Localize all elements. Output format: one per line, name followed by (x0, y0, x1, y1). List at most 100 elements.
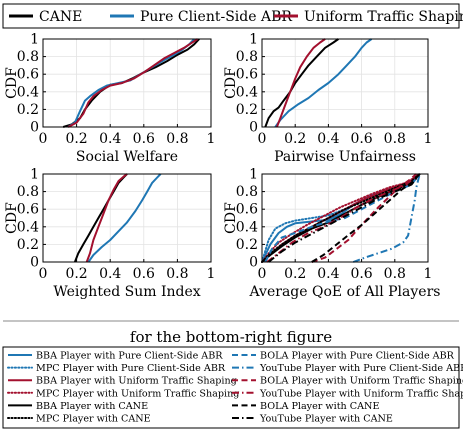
y-axis-label: CDF (4, 202, 20, 234)
x-tick-label: 0.6 (350, 266, 372, 282)
top-legend-label-client: Pure Client-Side ABR (140, 9, 292, 25)
bottom-legend-label: BBA Player with Pure Client-Side ABR (36, 351, 223, 362)
plot-area (262, 39, 428, 127)
top-legend-label-cane: CANE (39, 9, 82, 25)
series-line-2 (87, 173, 162, 263)
x-tick-label: 1 (424, 131, 433, 147)
y-axis-label: CDF (4, 67, 20, 99)
bottom-legend-label: YouTube Player with CANE (259, 414, 393, 425)
plot-area (43, 174, 211, 262)
series-line-10 (266, 173, 421, 263)
x-tick-label: 0.8 (166, 131, 188, 147)
bottom-legend-label: BBA Player with Uniform Traffic Shaping (36, 376, 237, 387)
y-tick-label: 0.2 (236, 237, 258, 253)
y-tick-label: 1 (30, 32, 39, 48)
axes-frame (42, 173, 212, 263)
x-tick-label: 0.8 (384, 266, 406, 282)
top-legend: CANE Pure Client-Side ABR Uniform Traffi… (2, 3, 463, 29)
x-tick-label: 0.6 (350, 131, 372, 147)
y-axis-label: CDF (223, 67, 239, 99)
x-tick-label: 0.2 (65, 266, 87, 282)
y-tick-label: 0.8 (236, 49, 258, 65)
y-axis-label: CDF (223, 202, 239, 234)
y-tick-label: 0.8 (17, 49, 39, 65)
series-line-3 (275, 38, 326, 128)
x-tick-label: 0.2 (284, 131, 306, 147)
y-tick-label: 0.6 (236, 202, 258, 218)
x-tick-label: 0.8 (166, 266, 188, 282)
y-tick-label: 1 (30, 167, 39, 183)
bottom-legend-title: for the bottom-right figure (130, 328, 332, 346)
y-tick-label: 0.4 (236, 219, 258, 235)
x-tick-label: 0 (258, 131, 267, 147)
x-axis-label: Weighted Sum Index (53, 284, 200, 300)
x-tick-label: 0 (39, 131, 48, 147)
bottom-legend-label: YouTube Player with Uniform Traffic Shap… (259, 388, 463, 399)
bottom-legend-label: MPC Player with Pure Client-Side ABR (36, 363, 226, 374)
y-tick-label: 1 (249, 167, 258, 183)
y-tick-label: 0.4 (236, 84, 258, 100)
top-legend-frame (2, 3, 460, 29)
series-line-1 (264, 38, 339, 128)
y-tick-label: 0.8 (236, 184, 258, 200)
x-tick-label: 0 (39, 266, 48, 282)
x-tick-label: 0.2 (65, 131, 87, 147)
y-tick-label: 0.2 (17, 102, 39, 118)
x-tick-label: 0.4 (99, 266, 121, 282)
x-axis-label: Pairwise Unfairness (274, 149, 416, 165)
y-tick-label: 0.6 (17, 202, 39, 218)
y-tick-label: 0.2 (17, 237, 39, 253)
bottom-legend-frame (2, 346, 460, 429)
bottom-legend-label: BOLA Player with Pure Client-Side ABR (260, 351, 455, 362)
axes-frame (261, 38, 429, 128)
y-tick-label: 0.4 (17, 84, 39, 100)
series-line-1 (73, 173, 128, 263)
bottom-legend-label: YouTube Player with Pure Client-Side ABR (259, 363, 463, 374)
bottom-legend-label: MPC Player with Uniform Traffic Shaping (36, 388, 239, 399)
x-tick-label: 0.2 (284, 266, 306, 282)
x-axis-label: Average QoE of All Players (249, 284, 441, 300)
x-tick-label: 0.4 (317, 266, 339, 282)
y-tick-label: 0.2 (236, 102, 258, 118)
axes-frame (261, 173, 429, 263)
bottom-legend-label: BOLA Player with Uniform Traffic Shaping (260, 376, 463, 387)
series-line-6 (261, 173, 421, 263)
x-tick-label: 0.4 (99, 131, 121, 147)
y-tick-label: 0 (30, 120, 39, 136)
bottom-legend: for the bottom-right figure BBA Player w… (2, 328, 463, 429)
x-tick-label: 0.6 (133, 266, 155, 282)
bottom-legend-label: BOLA Player with CANE (260, 401, 379, 412)
bottom-legend-items: BBA Player with Pure Client-Side ABRMPC … (7, 351, 463, 425)
y-tick-label: 0 (249, 255, 258, 271)
y-tick-label: 0.4 (17, 219, 39, 235)
x-tick-label: 1 (207, 131, 216, 147)
series-line-3 (67, 38, 199, 128)
axes-frame (42, 38, 212, 128)
series-line-12 (267, 173, 421, 263)
x-tick-label: 1 (424, 266, 433, 282)
y-tick-label: 1 (249, 32, 258, 48)
y-tick-label: 0.8 (17, 184, 39, 200)
bottom-legend-label: BBA Player with CANE (36, 401, 148, 412)
series-line-8 (352, 173, 421, 263)
y-tick-label: 0 (30, 255, 39, 271)
series-line-2 (274, 38, 373, 128)
x-tick-label: 0 (258, 266, 267, 282)
x-axis-label: Social Welfare (76, 149, 178, 165)
x-tick-label: 0.4 (317, 131, 339, 147)
x-tick-label: 0.8 (384, 131, 406, 147)
y-tick-label: 0 (249, 120, 258, 136)
series-line-3 (85, 173, 128, 263)
y-tick-label: 0.6 (17, 67, 39, 83)
x-tick-label: 1 (207, 266, 216, 282)
x-tick-label: 0.6 (133, 131, 155, 147)
y-tick-label: 0.6 (236, 67, 258, 83)
bottom-legend-label: MPC Player with CANE (36, 414, 151, 425)
top-legend-label-uniform: Uniform Traffic Shaping (304, 9, 463, 25)
